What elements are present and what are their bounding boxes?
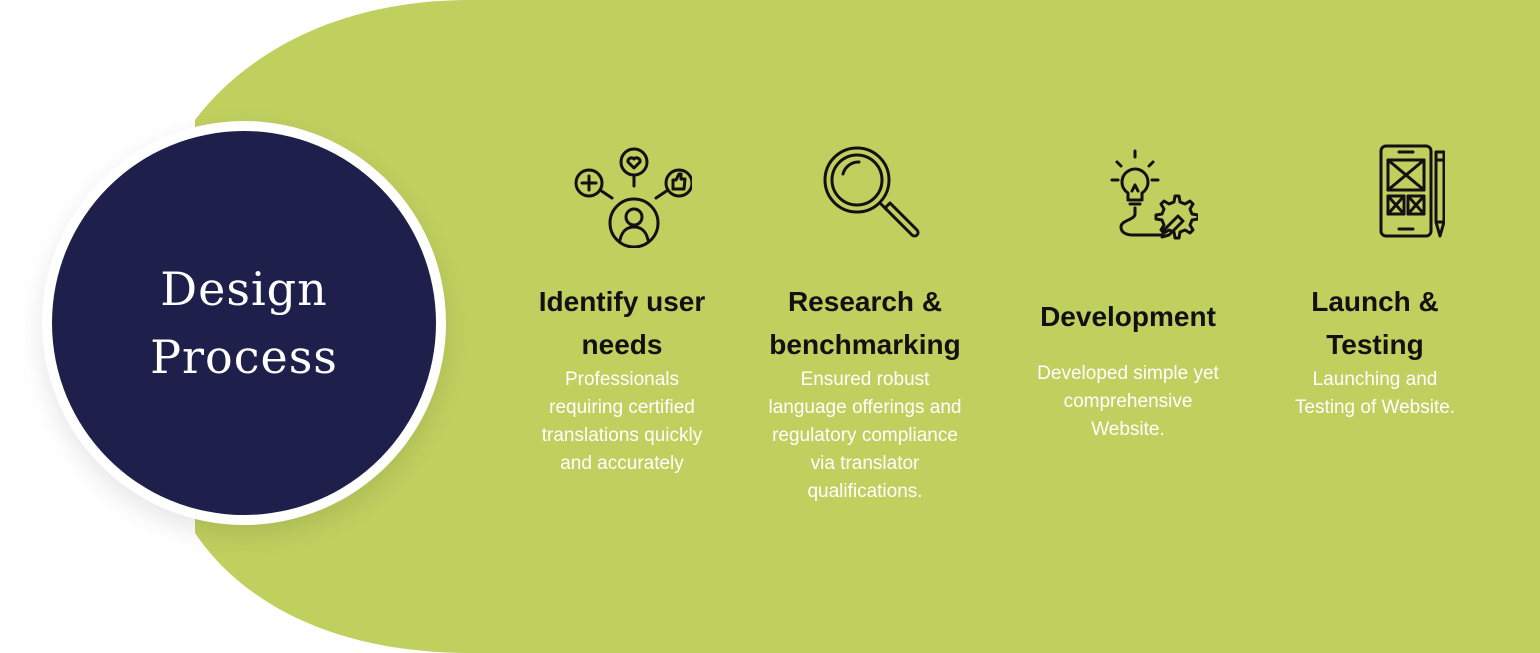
step-title: Launch & Testing (1250, 280, 1500, 366)
user-needs-icon (574, 147, 692, 248)
step-description-line: regulatory compliance (772, 425, 958, 446)
step-description: Ensured robust language offerings and re… (745, 366, 985, 506)
title-circle-ring: Design Process (42, 121, 446, 525)
step-development: Development Developed simple yet compreh… (1003, 138, 1253, 444)
step-title-line: Identify user (538, 286, 706, 317)
step-description-line: requiring certified (549, 397, 695, 418)
step-description: Professionals requiring certified transl… (517, 366, 727, 478)
magnifier-icon (823, 146, 920, 238)
step-description-line: language offerings and (768, 397, 962, 418)
step-description-line: qualifications. (807, 481, 923, 502)
idea-gear-icon (1110, 149, 1198, 240)
step-description: Developed simple yet comprehensive Websi… (1013, 360, 1243, 444)
step-description-line: Ensured robust (800, 369, 930, 390)
title-circle: Design Process (52, 131, 436, 515)
step-title-line: benchmarking (769, 329, 961, 360)
page-title: Design Process (150, 255, 338, 391)
step-identify-user-needs: Identify user needs Professionals requir… (497, 138, 747, 478)
step-title-line: Testing (1326, 329, 1424, 360)
step-description-line: Website. (1091, 419, 1165, 440)
step-description-line: Developed simple yet (1037, 363, 1219, 384)
step-description-line: and accurately (560, 453, 684, 474)
step-description-line: Professionals (564, 369, 680, 390)
step-title: Identify user needs (497, 280, 747, 366)
step-title-line: needs (581, 329, 663, 360)
step-launch-testing: Launch & Testing Launching and Testing o… (1250, 138, 1500, 422)
step-title-line: Research & (787, 286, 943, 317)
step-description-line: Launching and (1312, 369, 1438, 390)
step-title-line: Development (1040, 301, 1216, 332)
step-research-benchmarking: Research & benchmarking Ensured robust l… (740, 138, 990, 506)
step-title: Research & benchmarking (740, 280, 990, 366)
step-title: Development (1003, 295, 1253, 338)
step-description-line: translations quickly (541, 425, 703, 446)
step-title-line: Launch & (1311, 286, 1439, 317)
step-description-line: Testing of Website. (1294, 397, 1456, 418)
step-description-line: comprehensive (1063, 391, 1193, 412)
title-line-1: Design (160, 262, 328, 316)
mobile-wireframe-icon (1379, 144, 1445, 238)
title-line-2: Process (150, 330, 338, 384)
step-description-line: via translator (810, 453, 920, 474)
step-description: Launching and Testing of Website. (1275, 366, 1475, 422)
